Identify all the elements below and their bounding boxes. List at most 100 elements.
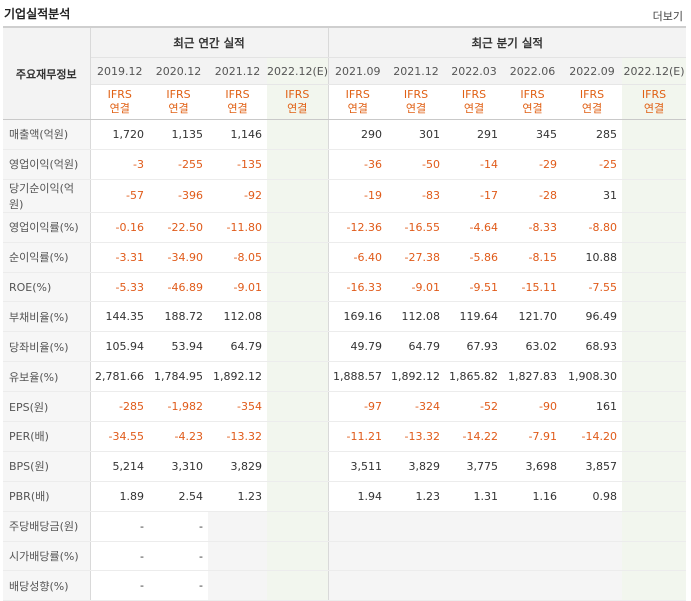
table-cell: 1,865.82 [445, 361, 503, 393]
period-header: 2022.12(E) [622, 57, 686, 85]
row-label: 시가배당률(%) [3, 541, 91, 572]
row-label: EPS(원) [3, 391, 91, 423]
table-cell [622, 541, 686, 572]
table-cell [267, 361, 328, 393]
section-header: 기업실적분석 더보기 [0, 0, 691, 26]
table-cell: -9.01 [208, 272, 267, 303]
table-cell [267, 331, 328, 363]
period-header: 2021.12 [208, 57, 267, 85]
row-label: 주당배당금(원) [3, 510, 91, 542]
table-cell [267, 272, 328, 303]
annual-group-header: 최근 연간 실적 [90, 26, 328, 58]
period-header: 2022.06 [503, 57, 562, 85]
table-cell: -354 [208, 391, 267, 423]
table-cell: 3,698 [503, 451, 562, 482]
more-link[interactable]: 더보기 [652, 10, 683, 23]
period-header: 2021.12 [387, 57, 445, 85]
table-cell: 1.89 [90, 481, 149, 512]
row-label: 매출액(억원) [3, 119, 91, 150]
table-cell: 119.64 [445, 301, 503, 333]
table-cell: -22.50 [149, 211, 208, 243]
table-cell: 188.72 [149, 301, 208, 333]
row-label: 당좌비율(%) [3, 331, 91, 363]
table-cell [387, 570, 445, 601]
table-cell [387, 510, 445, 542]
table-cell: 112.08 [208, 301, 267, 333]
row-label: ROE(%) [3, 272, 91, 303]
table-cell: 63.02 [503, 331, 562, 363]
table-cell: 1.23 [387, 481, 445, 512]
period-header: 2019.12 [90, 57, 149, 85]
table-cell [267, 481, 328, 512]
table-cell: -5.33 [90, 272, 149, 303]
table-cell: -92 [208, 179, 267, 213]
table-cell [445, 570, 503, 601]
table-cell: -13.32 [208, 421, 267, 452]
table-cell [503, 570, 562, 601]
table-row: BPS(원) 5,214 3,310 3,829 3,511 3,829 3,775 3,69… [3, 451, 686, 482]
table-row: 순이익률(%) -3.31 -34.90 -8.05 -6.40 -27.38 -5.86-… [3, 242, 686, 273]
table-cell: -285 [90, 391, 149, 423]
table-cell: -52 [445, 391, 503, 423]
table-cell: 49.79 [327, 331, 387, 363]
table-cell [267, 242, 328, 273]
table-cell: -50 [387, 149, 445, 180]
table-cell: -7.55 [562, 272, 622, 303]
table-cell: -0.16 [90, 211, 149, 243]
table-row: 당기순이익(억원) -57 -396 -92 -19 -83 -17 -28 31 [3, 179, 686, 213]
table-cell: -15.11 [503, 272, 562, 303]
table-cell [622, 481, 686, 512]
table-cell: 1,908.30 [562, 361, 622, 393]
table-cell: -29 [503, 149, 562, 180]
table-cell [622, 119, 686, 150]
table-cell [503, 510, 562, 542]
table-row: ROE(%) -5.33 -46.89 -9.01 -16.33 -9.01 -9.51 -1… [3, 272, 686, 303]
table-cell: -9.01 [387, 272, 445, 303]
table-cell [267, 301, 328, 333]
table-cell [622, 272, 686, 303]
table-cell: -83 [387, 179, 445, 213]
ifrs-label: IFRS 연결 [149, 84, 208, 120]
table-cell: -19 [327, 179, 387, 213]
table-cell [267, 149, 328, 180]
table-cell: - [90, 510, 149, 542]
table-cell: 290 [327, 119, 387, 150]
row-label: 영업이익률(%) [3, 211, 91, 243]
table-cell: -396 [149, 179, 208, 213]
row-label: 영업이익(억원) [3, 149, 91, 180]
table-cell: 1.23 [208, 481, 267, 512]
financial-table: 주요재무정보 최근 연간 실적 최근 분기 실적 2019.12 2020.12 2… [3, 26, 686, 601]
table-cell: -324 [387, 391, 445, 423]
table-cell: - [90, 541, 149, 572]
table-cell [562, 510, 622, 542]
row-label: 유보율(%) [3, 361, 91, 393]
table-cell: 1,892.12 [387, 361, 445, 393]
table-cell: -6.40 [327, 242, 387, 273]
table-cell: 1,720 [90, 119, 149, 150]
table-cell: - [149, 541, 208, 572]
row-label: PBR(배) [3, 481, 91, 512]
table-cell [267, 451, 328, 482]
table-cell: -3 [90, 149, 149, 180]
table-cell [562, 570, 622, 601]
ifrs-label: IFRS 연결 [503, 84, 562, 120]
table-cell: 112.08 [387, 301, 445, 333]
table-cell: -135 [208, 149, 267, 180]
row-label: 순이익률(%) [3, 242, 91, 273]
ifrs-label: IFRS 연결 [327, 84, 387, 120]
table-row: 배당성향(%) - - [3, 570, 686, 601]
table-cell: -13.32 [387, 421, 445, 452]
table-cell: -27.38 [387, 242, 445, 273]
table-cell [622, 421, 686, 452]
page-title: 기업실적분석 [4, 7, 71, 21]
table-cell: 2,781.66 [90, 361, 149, 393]
table-cell [267, 179, 328, 213]
table-cell: 5,214 [90, 451, 149, 482]
table-cell [267, 421, 328, 452]
table-cell [267, 211, 328, 243]
table-cell [267, 510, 328, 542]
table-cell: 121.70 [503, 301, 562, 333]
table-cell: 161 [562, 391, 622, 423]
table-cell: - [90, 570, 149, 601]
table-cell: 105.94 [90, 331, 149, 363]
